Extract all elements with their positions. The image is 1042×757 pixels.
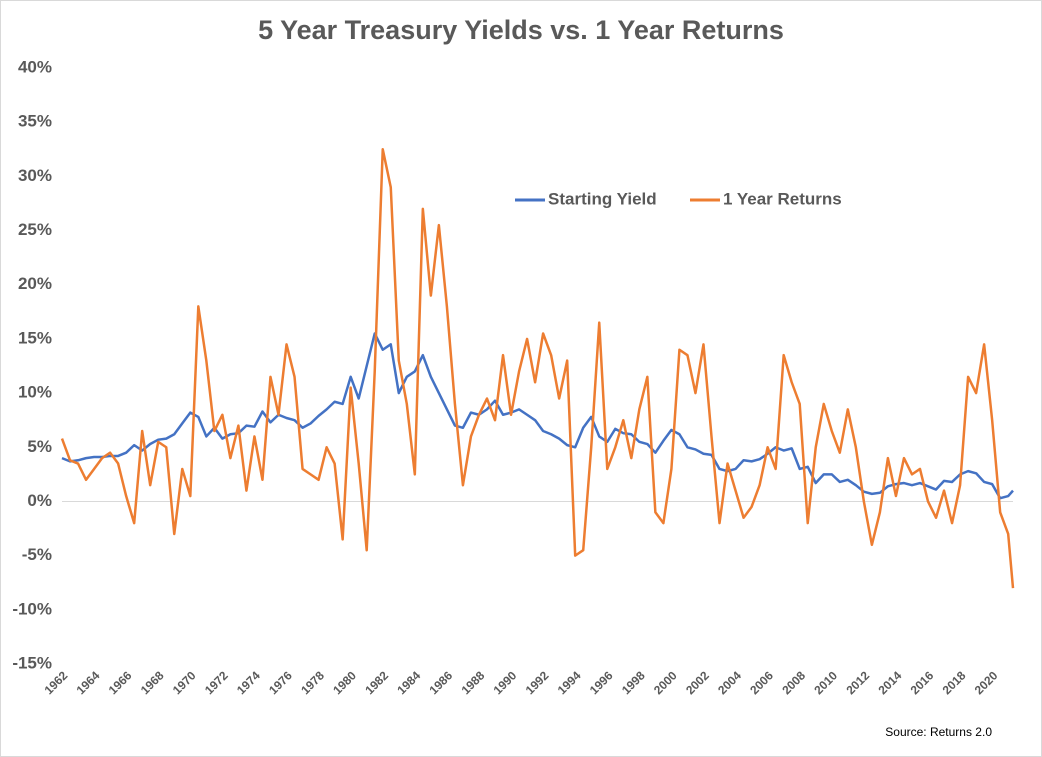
legend-label: 1 Year Returns [723,189,842,208]
y-tick-label: 10% [18,383,52,402]
y-tick-label: 20% [18,274,52,293]
chart-title: 5 Year Treasury Yields vs. 1 Year Return… [258,15,784,45]
y-tick-label: 5% [27,437,52,456]
y-tick-label: -15% [12,653,52,672]
legend-label: Starting Yield [548,189,657,208]
y-tick-label: 15% [18,328,52,347]
y-tick-label: 30% [18,166,52,185]
y-tick-label: 0% [27,491,52,510]
source-note: Source: Returns 2.0 [885,725,992,739]
y-tick-label: -5% [22,545,52,564]
y-tick-label: 40% [18,57,52,76]
data-line [61,332,1014,500]
y-tick-label: 25% [18,220,52,239]
y-tick-label: -10% [12,599,52,618]
data-line [60,148,1015,589]
y-tick-label: 35% [18,112,52,131]
